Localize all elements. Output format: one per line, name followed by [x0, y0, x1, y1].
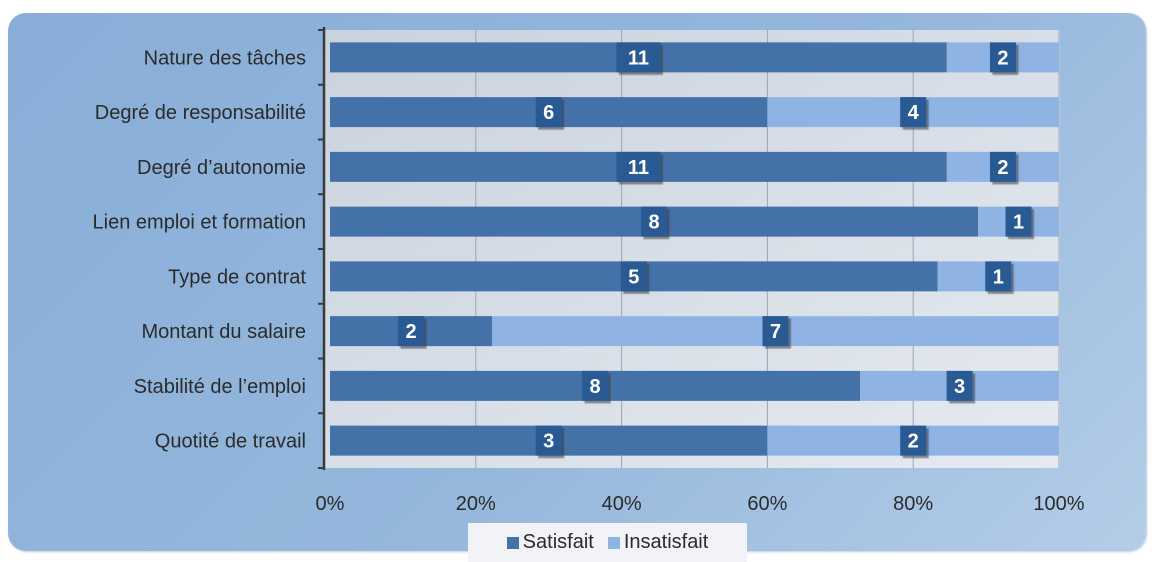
legend-swatch-satisfait — [506, 536, 519, 549]
x-tick-label: 40% — [602, 493, 642, 515]
data-label-satisfait-box — [535, 97, 562, 128]
data-label-insatisfait: 2 — [908, 431, 919, 453]
x-tick-label: 100% — [1033, 493, 1084, 515]
category-label: Degré de responsabilité — [95, 102, 306, 124]
category-label: Lien emploi et formation — [93, 212, 306, 234]
data-label-satisfait: 11 — [628, 47, 649, 69]
category-label: Montant du salaire — [141, 321, 306, 343]
data-label-satisfait: 2 — [405, 321, 416, 343]
legend-label-insatisfait: Insatisfait — [623, 531, 709, 553]
data-label-insatisfait-box — [1005, 206, 1032, 237]
data-labels: 11 2 6 4 11 2 8 1 5 1 2 7 8 3 3 2 — [398, 42, 1032, 456]
data-label-satisfait-box — [582, 370, 609, 401]
data-label-satisfait-box — [616, 151, 661, 182]
data-label-satisfait: 8 — [590, 376, 601, 398]
category-label: Quotité de travail — [155, 431, 306, 453]
category-label: Type de contrat — [168, 266, 306, 288]
data-label-insatisfait: 2 — [997, 157, 1008, 179]
data-label-satisfait-box — [620, 261, 647, 292]
data-label-satisfait-box — [641, 206, 667, 237]
data-label-satisfait: 6 — [543, 102, 554, 124]
category-label: Stabilité de l’emploi — [134, 376, 306, 398]
data-label-insatisfait-box — [989, 42, 1016, 73]
data-label-insatisfait: 1 — [1013, 212, 1024, 234]
data-label-satisfait-box — [535, 425, 562, 456]
x-tick-label: 80% — [893, 493, 933, 515]
legend-item-insatisfait: Insatisfait — [607, 531, 709, 554]
data-label-insatisfait-box — [762, 316, 789, 347]
category-label: Nature des tâches — [144, 47, 306, 69]
data-label-insatisfait-box — [900, 425, 927, 456]
category-labels: Nature des tâches Degré de responsabilité… — [93, 47, 307, 452]
plot-area — [325, 30, 1060, 468]
data-label-insatisfait-box — [946, 370, 973, 401]
data-label-satisfait-box — [398, 316, 424, 347]
legend-swatch-insatisfait — [607, 536, 620, 549]
data-label-insatisfait: 4 — [908, 102, 920, 124]
category-axis — [318, 27, 326, 470]
category-label: Degré d’autonomie — [137, 157, 306, 179]
data-label-insatisfait-box — [985, 261, 1012, 292]
data-label-insatisfait: 7 — [770, 321, 781, 343]
data-label-satisfait: 5 — [628, 266, 639, 288]
data-label-satisfait: 3 — [543, 431, 554, 453]
data-label-insatisfait: 3 — [954, 376, 965, 398]
x-tick-label: 60% — [747, 493, 787, 515]
data-label-insatisfait-box — [900, 97, 927, 128]
data-label-satisfait: 11 — [628, 157, 649, 179]
x-tick-label: 0% — [316, 493, 345, 515]
data-label-satisfait: 8 — [648, 212, 659, 234]
data-label-satisfait-box — [616, 42, 661, 73]
legend-label-satisfait: Satisfait — [522, 531, 594, 553]
legend: Satisfait Insatisfait — [468, 523, 747, 562]
data-label-insatisfait: 1 — [993, 266, 1004, 288]
data-label-insatisfait-box — [989, 151, 1016, 182]
x-tick-label: 20% — [456, 493, 496, 515]
x-tick-labels: 0% 20% 40% 60% 80% 100% — [316, 493, 1085, 515]
data-label-insatisfait: 2 — [997, 47, 1008, 69]
legend-item-satisfait: Satisfait — [506, 531, 594, 554]
